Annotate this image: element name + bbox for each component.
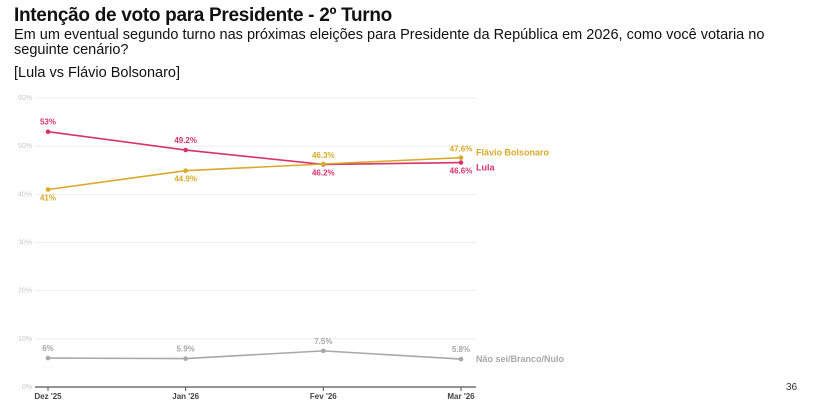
data-point-n-o-sei-branco-nulo	[45, 355, 51, 361]
data-label-n-o-sei-branco-nulo: 6%	[42, 344, 54, 353]
x-tick-label: Dez '25	[34, 392, 62, 401]
data-label-n-o-sei-branco-nulo: 5.9%	[177, 345, 195, 354]
y-tick-label: 50%	[18, 143, 32, 150]
series-line-fl-vio-bolsonaro	[47, 156, 462, 191]
data-point-n-o-sei-branco-nulo	[321, 348, 326, 354]
question-text: Em um eventual segundo turno nas próxima…	[14, 27, 765, 58]
data-label-lula: 46.2%	[312, 168, 335, 177]
data-label-n-o-sei-branco-nulo: 7.5%	[314, 337, 332, 346]
x-tick-label: Mar '26	[447, 392, 475, 401]
series-name-fl-vio-bolsonaro: Flávio Bolsonaro	[476, 148, 550, 158]
y-tick-label: 10%	[18, 336, 32, 343]
data-label-lula: 49.2%	[174, 136, 197, 145]
y-tick-label: 60%	[18, 95, 32, 102]
x-tick-label: Jan '26	[172, 392, 199, 401]
data-point-fl-vio-bolsonaro	[45, 187, 51, 192]
page-number: 36	[786, 382, 798, 393]
data-point-n-o-sei-branco-nulo	[458, 356, 464, 362]
data-label-n-o-sei-branco-nulo: 5.8%	[452, 345, 470, 354]
series-name-n-o-sei-branco-nulo: Não sei/Branco/Nulo	[476, 354, 565, 364]
data-label-lula: 53%	[40, 118, 56, 127]
data-label-fl-vio-bolsonaro: 47.6%	[450, 145, 473, 154]
y-tick-label: 0%	[22, 384, 32, 391]
y-tick-label: 20%	[18, 288, 32, 295]
y-tick-label: 30%	[18, 240, 32, 247]
data-label-lula: 46.6%	[450, 167, 473, 176]
data-label-fl-vio-bolsonaro: 46.3%	[312, 151, 335, 160]
data-point-lula	[183, 147, 188, 153]
y-tick-label: 40%	[18, 191, 32, 198]
series-line-n-o-sei-branco-nulo	[47, 350, 462, 360]
data-point-lula	[458, 160, 464, 165]
data-label-fl-vio-bolsonaro: 44.9%	[174, 175, 197, 184]
data-point-fl-vio-bolsonaro	[321, 161, 326, 167]
series-name-lula: Lula	[476, 163, 495, 173]
page-title: Intenção de voto para Presidente - 2º Tu…	[14, 5, 392, 26]
data-label-fl-vio-bolsonaro: 41%	[40, 194, 56, 203]
series-line-lula	[47, 130, 462, 166]
data-point-n-o-sei-branco-nulo	[183, 356, 188, 361]
data-point-lula	[45, 129, 51, 135]
data-point-fl-vio-bolsonaro	[458, 155, 464, 161]
x-tick-label: Fev '26	[310, 392, 337, 401]
data-point-fl-vio-bolsonaro	[183, 168, 188, 174]
scenario-label: [Lula vs Flávio Bolsonaro]	[14, 65, 181, 81]
